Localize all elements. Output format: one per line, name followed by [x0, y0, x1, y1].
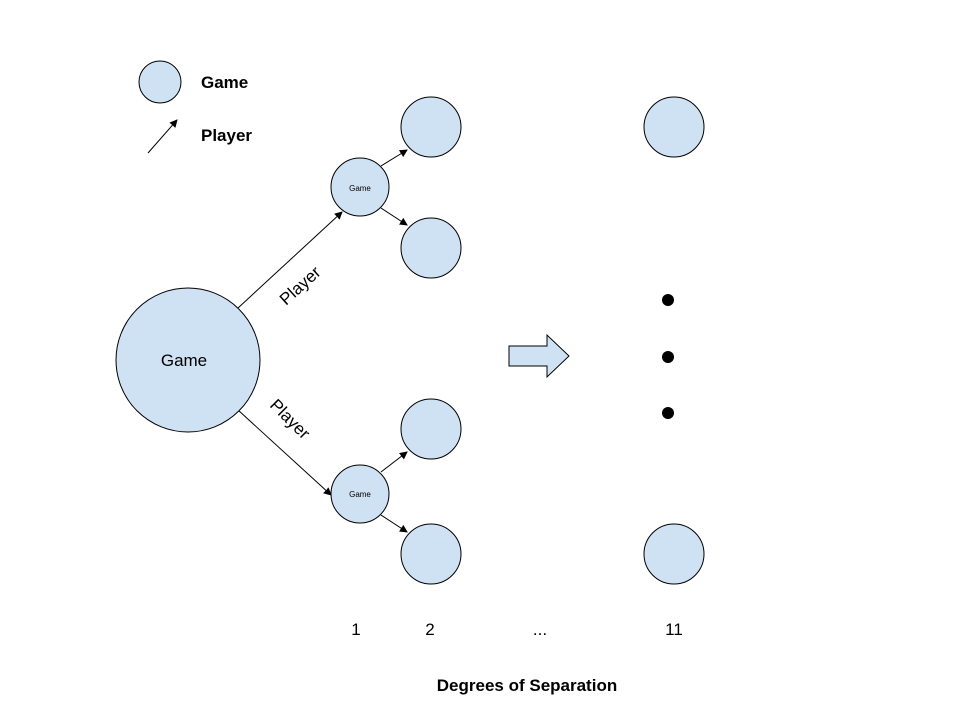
level11-node-bottom	[643, 523, 705, 585]
edges	[237, 149, 408, 533]
level2-node-1	[400, 96, 462, 158]
level2-node-3	[400, 398, 462, 460]
legend: Game Player	[138, 60, 252, 154]
level1-node-lower-circle	[330, 464, 390, 524]
root-node-circle	[115, 287, 261, 433]
axis-ticks: 1 2 ... 11	[351, 620, 683, 639]
axis-tick-ellipsis: ...	[533, 620, 547, 639]
axis-tick-2: 2	[425, 620, 434, 639]
edge-upper-bottom	[380, 207, 408, 226]
level11-node-top	[643, 96, 705, 158]
legend-game-circle	[138, 60, 182, 104]
edge-root-lower	[237, 409, 332, 496]
ellipsis-dot-1	[662, 294, 674, 306]
level2-node-4	[400, 523, 462, 585]
axis-tick-11: 11	[665, 620, 683, 639]
axis-title: Degrees of Separation	[437, 676, 617, 695]
block-arrow-icon	[508, 333, 570, 379]
legend-player-label: Player	[201, 126, 252, 145]
level1-node-lower-label: Game	[349, 490, 371, 499]
root-node: Game	[115, 287, 261, 433]
root-node-label: Game	[161, 351, 207, 370]
edge-root-upper	[237, 211, 343, 309]
legend-game-label: Game	[201, 73, 248, 92]
edge-label-upper: Player	[276, 262, 325, 309]
legend-player-arrow	[147, 119, 178, 154]
level1-node-upper-label: Game	[349, 184, 371, 193]
ellipsis-dot-2	[662, 351, 674, 363]
level2-node-2	[400, 217, 462, 279]
edge-lower-top	[380, 451, 408, 473]
level1-node-lower: Game	[330, 464, 390, 524]
ellipsis-dot-3	[662, 407, 674, 419]
level1-node-upper-circle	[330, 157, 390, 217]
edge-upper-top	[380, 149, 408, 167]
axis-tick-1: 1	[351, 620, 360, 639]
edge-label-lower: Player	[266, 395, 314, 443]
level1-node-upper: Game	[330, 157, 390, 217]
edge-lower-bottom	[380, 514, 408, 533]
